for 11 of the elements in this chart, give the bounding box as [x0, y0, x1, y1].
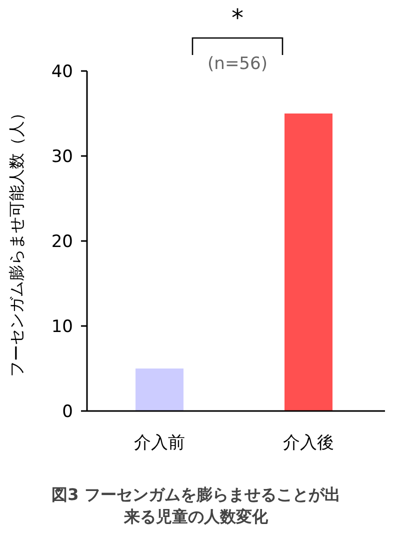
y-tick-label: 30	[51, 147, 73, 167]
annotation: (n=56)	[208, 54, 268, 74]
text: *	[232, 4, 244, 32]
text: 図3 フーセンガムを膨らませることが出来る児童の人数変化	[50, 484, 342, 528]
x-tick-label: 介入後	[283, 433, 334, 453]
y-tick-label: 40	[51, 62, 73, 82]
x-tick-label: 介入前	[134, 433, 185, 453]
y-axis-title: フーセンガム膨らませ可能人数（人）	[7, 105, 26, 377]
y-tick-label: 10	[51, 317, 73, 337]
y-tick-label: 20	[51, 232, 73, 252]
y-tick-label: 0	[62, 402, 73, 422]
